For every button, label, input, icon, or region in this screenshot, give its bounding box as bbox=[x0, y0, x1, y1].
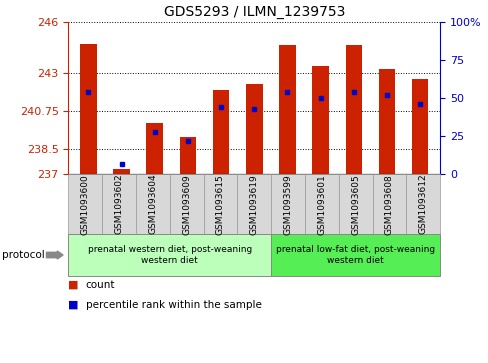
Text: GSM1093608: GSM1093608 bbox=[384, 174, 393, 234]
Text: prenatal western diet, post-weaning
western diet: prenatal western diet, post-weaning west… bbox=[87, 245, 251, 265]
Text: protocol: protocol bbox=[2, 250, 45, 260]
Bar bbox=[279, 45, 295, 174]
Bar bbox=[146, 123, 163, 174]
Text: ■: ■ bbox=[68, 300, 79, 310]
Bar bbox=[411, 79, 427, 174]
Text: GSM1093602: GSM1093602 bbox=[114, 174, 123, 234]
Text: GSM1093615: GSM1093615 bbox=[216, 174, 224, 234]
Text: ■: ■ bbox=[68, 280, 79, 290]
Text: GSM1093605: GSM1093605 bbox=[350, 174, 359, 234]
Text: GSM1093601: GSM1093601 bbox=[317, 174, 325, 234]
Bar bbox=[113, 169, 130, 174]
Bar bbox=[212, 90, 229, 174]
Text: percentile rank within the sample: percentile rank within the sample bbox=[85, 300, 261, 310]
Text: GSM1093599: GSM1093599 bbox=[283, 174, 292, 234]
Bar bbox=[378, 69, 394, 174]
Text: GSM1093609: GSM1093609 bbox=[182, 174, 191, 234]
Title: GDS5293 / ILMN_1239753: GDS5293 / ILMN_1239753 bbox=[163, 5, 344, 19]
Text: GSM1093600: GSM1093600 bbox=[81, 174, 90, 234]
Bar bbox=[312, 66, 328, 174]
Text: GSM1093612: GSM1093612 bbox=[418, 174, 427, 234]
Bar bbox=[80, 44, 97, 174]
Text: GSM1093619: GSM1093619 bbox=[249, 174, 258, 234]
Bar bbox=[179, 137, 196, 174]
Bar bbox=[345, 45, 362, 174]
Bar bbox=[245, 85, 262, 174]
Text: count: count bbox=[85, 280, 115, 290]
Text: prenatal low-fat diet, post-weaning
western diet: prenatal low-fat diet, post-weaning west… bbox=[276, 245, 434, 265]
Text: GSM1093604: GSM1093604 bbox=[148, 174, 157, 234]
